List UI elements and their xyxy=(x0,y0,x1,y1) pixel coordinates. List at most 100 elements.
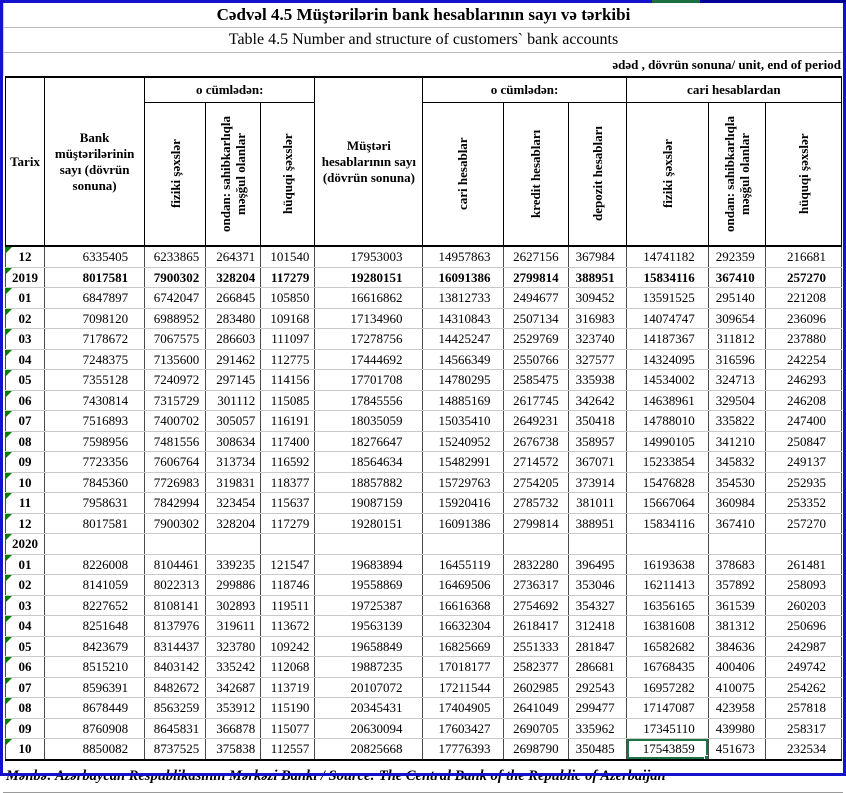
data-cell[interactable]: 366878 xyxy=(205,717,262,739)
data-cell[interactable]: 295140 xyxy=(707,287,766,309)
data-cell[interactable]: 14324095 xyxy=(625,348,709,370)
data-cell[interactable]: 7248375 xyxy=(44,348,146,370)
data-cell[interactable]: 8017581 xyxy=(44,512,146,534)
data-cell[interactable]: 7430814 xyxy=(44,389,146,411)
data-cell[interactable]: 17444692 xyxy=(314,348,424,370)
data-cell[interactable]: 15233854 xyxy=(625,451,709,473)
data-cell[interactable] xyxy=(205,533,262,555)
data-cell[interactable]: 19087159 xyxy=(314,492,424,514)
data-cell[interactable]: 367071 xyxy=(567,451,627,473)
data-cell[interactable]: 101540 xyxy=(260,245,316,268)
data-cell[interactable]: 342642 xyxy=(567,389,627,411)
data-cell[interactable]: 6847897 xyxy=(44,287,146,309)
data-cell[interactable]: 316596 xyxy=(707,348,766,370)
data-cell[interactable]: 2618417 xyxy=(502,615,569,637)
data-cell[interactable]: 358957 xyxy=(567,430,627,452)
date-cell[interactable]: 08 xyxy=(4,430,46,452)
data-cell[interactable]: 252935 xyxy=(764,471,843,493)
data-cell[interactable]: 6233865 xyxy=(144,245,207,268)
data-cell[interactable]: 15729763 xyxy=(422,471,504,493)
data-cell[interactable]: 13591525 xyxy=(625,287,709,309)
data-cell[interactable]: 119511 xyxy=(260,594,316,616)
data-cell[interactable]: 8850082 xyxy=(44,738,146,760)
data-cell[interactable]: 8678449 xyxy=(44,697,146,719)
data-cell[interactable] xyxy=(260,533,316,555)
data-cell[interactable]: 8314437 xyxy=(144,635,207,657)
data-cell[interactable]: 115085 xyxy=(260,389,316,411)
data-cell[interactable]: 350485 xyxy=(567,738,627,760)
date-cell[interactable]: 06 xyxy=(4,389,46,411)
col-header-individuals-2[interactable]: fiziki şəxslər xyxy=(625,102,709,247)
data-cell[interactable]: 17147087 xyxy=(625,697,709,719)
data-cell[interactable]: 14074747 xyxy=(625,307,709,329)
data-cell[interactable]: 367410 xyxy=(707,266,766,288)
data-cell[interactable]: 2602985 xyxy=(502,676,569,698)
data-cell[interactable]: 423958 xyxy=(707,697,766,719)
data-cell[interactable]: 17845556 xyxy=(314,389,424,411)
data-cell[interactable]: 216681 xyxy=(764,245,843,268)
data-cell[interactable]: 19563139 xyxy=(314,615,424,637)
data-cell[interactable]: 246293 xyxy=(764,369,843,391)
data-cell[interactable]: 2529769 xyxy=(502,328,569,350)
data-cell[interactable]: 15482991 xyxy=(422,451,504,473)
col-header-bank-customers[interactable]: Bank müştərilərinin sayı (dövrün sonuna) xyxy=(44,76,146,247)
data-cell[interactable]: 329504 xyxy=(707,389,766,411)
data-cell[interactable]: 16193638 xyxy=(625,553,709,575)
data-cell[interactable]: 115190 xyxy=(260,697,316,719)
data-cell[interactable]: 335962 xyxy=(567,717,627,739)
data-cell[interactable]: 323740 xyxy=(567,328,627,350)
data-cell[interactable]: 260203 xyxy=(764,594,843,616)
data-cell[interactable]: 7606764 xyxy=(144,451,207,473)
data-cell[interactable]: 8737525 xyxy=(144,738,207,760)
data-cell[interactable]: 378683 xyxy=(707,553,766,575)
data-cell[interactable]: 7723356 xyxy=(44,451,146,473)
data-cell[interactable]: 299886 xyxy=(205,574,262,596)
data-cell[interactable]: 17345110 xyxy=(625,717,709,739)
data-cell[interactable]: 17603427 xyxy=(422,717,504,739)
date-cell[interactable]: 2020 xyxy=(4,533,46,555)
data-cell[interactable]: 7400702 xyxy=(144,410,207,432)
data-cell[interactable]: 266845 xyxy=(205,287,262,309)
data-cell[interactable] xyxy=(314,533,424,555)
data-cell[interactable]: 116191 xyxy=(260,410,316,432)
data-cell[interactable]: 16211413 xyxy=(625,574,709,596)
data-cell[interactable]: 16091386 xyxy=(422,266,504,288)
data-cell[interactable]: 319831 xyxy=(205,471,262,493)
data-cell[interactable]: 115077 xyxy=(260,717,316,739)
data-cell[interactable]: 354327 xyxy=(567,594,627,616)
data-cell[interactable]: 309452 xyxy=(567,287,627,309)
data-cell[interactable]: 302893 xyxy=(205,594,262,616)
date-cell[interactable]: 12 xyxy=(4,512,46,534)
data-cell[interactable]: 18564634 xyxy=(314,451,424,473)
date-cell[interactable]: 07 xyxy=(4,676,46,698)
data-cell[interactable]: 237880 xyxy=(764,328,843,350)
date-cell[interactable]: 05 xyxy=(4,635,46,657)
data-cell[interactable]: 254262 xyxy=(764,676,843,698)
data-cell[interactable]: 7240972 xyxy=(144,369,207,391)
data-cell[interactable]: 8563259 xyxy=(144,697,207,719)
data-cell[interactable]: 17278756 xyxy=(314,328,424,350)
data-cell[interactable]: 19280151 xyxy=(314,512,424,534)
col-header-legal-entities-2[interactable]: hüquqi şəxslər xyxy=(764,102,843,247)
data-cell[interactable]: 112557 xyxy=(260,738,316,760)
data-cell[interactable]: 15667064 xyxy=(625,492,709,514)
data-cell[interactable]: 335242 xyxy=(205,656,262,678)
data-cell[interactable]: 312418 xyxy=(567,615,627,637)
data-cell[interactable]: 113719 xyxy=(260,676,316,698)
data-cell[interactable]: 7178672 xyxy=(44,328,146,350)
data-cell[interactable]: 339235 xyxy=(205,553,262,575)
data-cell[interactable]: 8482672 xyxy=(144,676,207,698)
data-cell[interactable]: 388951 xyxy=(567,266,627,288)
data-cell[interactable]: 236096 xyxy=(764,307,843,329)
data-cell[interactable]: 2585475 xyxy=(502,369,569,391)
data-cell[interactable]: 14638961 xyxy=(625,389,709,411)
data-cell[interactable]: 2698790 xyxy=(502,738,569,760)
data-cell[interactable]: 17018177 xyxy=(422,656,504,678)
data-cell[interactable]: 19558869 xyxy=(314,574,424,596)
data-cell[interactable]: 20345431 xyxy=(314,697,424,719)
data-cell[interactable]: 373914 xyxy=(567,471,627,493)
data-cell[interactable] xyxy=(44,533,146,555)
data-cell[interactable]: 15834116 xyxy=(625,512,709,534)
group-header-including-2[interactable]: o cümlədən: xyxy=(422,76,627,103)
data-cell[interactable]: 345832 xyxy=(707,451,766,473)
